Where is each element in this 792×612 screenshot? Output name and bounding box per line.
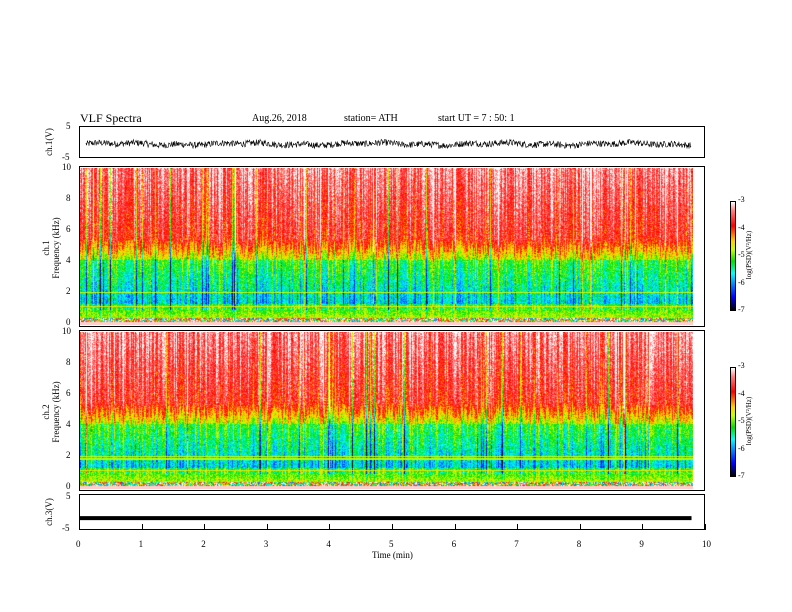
time-tick-mark <box>454 524 456 530</box>
time-tick-mark <box>579 524 581 530</box>
ch1-ytick-top: 5 <box>66 121 71 131</box>
colorbar-2-label: log(PSD)(V²/Hz) <box>745 396 753 446</box>
time-tick-mark <box>329 524 331 530</box>
ch1-waveform-panel <box>79 126 705 158</box>
ch1-ylabel-line1: ch.1 <box>41 240 51 256</box>
colorbar-tick-label: -3 <box>738 361 745 370</box>
ch2-frequency-ylabel: ch.2 Frequency (kHz) <box>41 357 61 467</box>
ch1-ytick-bottom: -5 <box>62 152 70 162</box>
time-tick-label: 8 <box>576 539 582 549</box>
colorbar-1-label: log(PSD)(V²/Hz) <box>745 230 753 280</box>
frequency-tick-label: 0 <box>66 317 71 327</box>
time-axis-label: Time (min) <box>372 550 413 560</box>
ch3-ytick-top: 5 <box>66 491 71 501</box>
colorbar-tick-label: -7 <box>738 305 745 314</box>
time-tick-mark <box>204 524 206 530</box>
date-label: Aug.26, 2018 <box>252 113 307 124</box>
ch3-waveform-plot <box>80 516 692 521</box>
time-tick-label: 7 <box>514 539 519 549</box>
colorbar-tick-label: -3 <box>738 195 745 204</box>
frequency-tick-label: 2 <box>66 450 71 460</box>
ch1-ylabel-line2: Frequency (kHz) <box>51 217 61 279</box>
time-tick-label: 1 <box>138 539 144 549</box>
time-tick-label: 3 <box>263 539 269 549</box>
ch1-waveform-plot <box>85 138 692 150</box>
start-time-label: start UT = 7 : 50: 1 <box>438 113 515 124</box>
ch2-ylabel-line2: Frequency (kHz) <box>51 381 61 443</box>
time-tick-mark <box>705 524 706 530</box>
colorbar-tick-label: -4 <box>738 388 745 398</box>
colorbar-tick-label: -7 <box>738 471 745 480</box>
ch1-frequency-ylabel: ch.1 Frequency (kHz) <box>41 193 61 303</box>
time-tick-mark <box>392 524 393 530</box>
time-tick-mark <box>141 524 143 530</box>
frequency-tick-label: 4 <box>66 255 71 265</box>
frequency-tick-label: 8 <box>66 193 71 203</box>
frequency-tick-label: 10 <box>62 162 71 172</box>
ch1-spectrogram <box>80 168 693 325</box>
colorbar-1 <box>730 201 736 311</box>
time-tick-label: 9 <box>639 539 644 549</box>
time-tick-mark <box>79 524 80 530</box>
time-tick-mark <box>266 524 268 530</box>
time-tick-label: 2 <box>201 539 206 549</box>
ch2-spectrogram <box>80 332 693 489</box>
ch3-ytick-bottom: -5 <box>62 523 70 533</box>
frequency-tick-label: 2 <box>66 286 71 296</box>
time-tick-label: 4 <box>326 539 331 549</box>
colorbar-tick-label: -5 <box>738 250 745 259</box>
time-tick-label: 5 <box>389 539 394 549</box>
frequency-tick-label: 4 <box>66 419 71 429</box>
ch3-voltage-ylabel: ch.3(V) <box>44 498 54 526</box>
chart-title: VLF Spectra <box>80 111 142 125</box>
frequency-tick-label: 10 <box>62 326 71 336</box>
ch2-ylabel-line1: ch.2 <box>41 404 51 420</box>
colorbar-2 <box>730 367 736 477</box>
frequency-tick-label: 0 <box>66 481 71 491</box>
time-tick-label: 0 <box>76 539 81 549</box>
frequency-tick-label: 6 <box>66 224 71 234</box>
time-tick-label: 6 <box>451 539 457 549</box>
colorbar-tick-label: -6 <box>738 443 745 453</box>
frequency-tick-label: 8 <box>66 357 71 367</box>
station-label: station= ATH <box>344 113 398 124</box>
colorbar-tick-label: -4 <box>738 222 745 232</box>
frequency-tick-label: 6 <box>66 388 71 398</box>
colorbar-tick-label: -5 <box>738 416 745 425</box>
time-tick-mark <box>517 524 519 530</box>
colorbar-tick-label: -6 <box>738 277 745 287</box>
time-tick-label: 10 <box>702 539 711 549</box>
time-tick-mark <box>642 524 644 530</box>
ch1-waveform-line <box>85 138 692 150</box>
ch1-voltage-ylabel: ch.1(V) <box>44 128 54 156</box>
